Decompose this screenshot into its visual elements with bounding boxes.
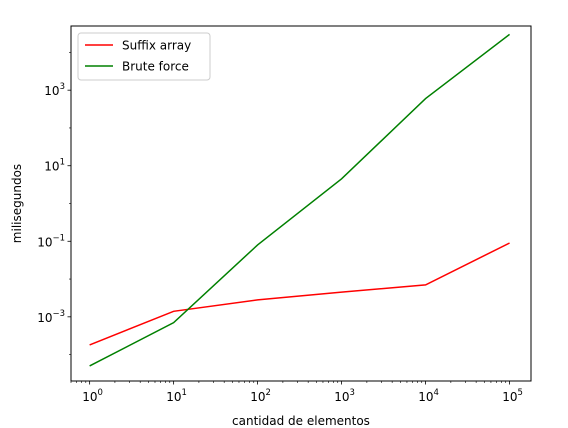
- legend-label-suffix-array: Suffix array: [122, 39, 191, 53]
- legend-label-brute-force: Brute force: [122, 60, 189, 74]
- y-axis-label: milisegundos: [10, 164, 24, 243]
- x-axis-label: cantidad de elementos: [232, 414, 370, 428]
- legend: Suffix array Brute force: [78, 33, 210, 80]
